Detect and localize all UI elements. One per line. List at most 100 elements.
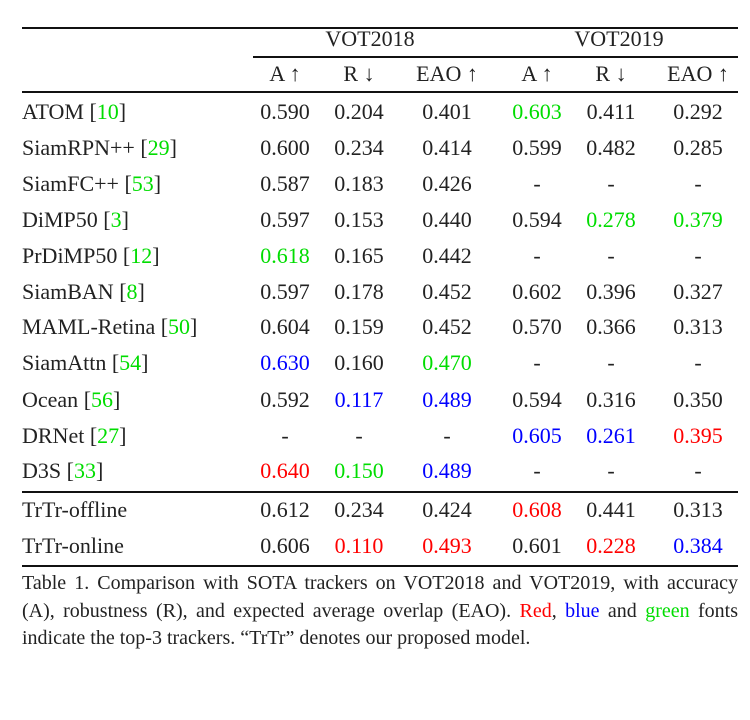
table-cell: 0.587	[260, 171, 310, 196]
table-cell: 0.411	[586, 99, 636, 124]
table-cell: -	[533, 350, 541, 375]
table-cell: 0.608	[512, 497, 562, 522]
citation-link[interactable]: 54	[119, 350, 142, 375]
tracker-label: MAML-Retina	[22, 314, 161, 339]
caption-text: and	[599, 599, 646, 622]
citation-link[interactable]: 56	[91, 387, 114, 412]
caption-blue-word: blue	[565, 599, 600, 622]
tracker-label: SiamAttn	[22, 350, 112, 375]
tracker-name: DRNet [27]	[22, 423, 126, 449]
tracker-label: SiamRPN++	[22, 135, 141, 160]
table-cell: 0.590	[260, 99, 310, 124]
table-cell: -	[533, 458, 541, 483]
tracker-name: TrTr-online	[22, 533, 124, 559]
caption-text: Table 1. Comparison with SOTA trackers o…	[22, 572, 738, 622]
table-cell: 0.601	[512, 533, 562, 558]
table-cell: 0.452	[422, 314, 472, 339]
citation-link[interactable]: 27	[97, 423, 120, 448]
table-cell: 0.395	[673, 423, 723, 448]
table-cell: 0.396	[586, 279, 636, 304]
table-cell: 0.493	[422, 533, 472, 558]
top-rule	[22, 27, 738, 29]
citation-link[interactable]: 12	[130, 243, 153, 268]
mid-rule	[22, 491, 738, 493]
table-cell: 0.603	[512, 99, 562, 124]
citation-link[interactable]: 10	[96, 99, 119, 124]
table-cell: 0.350	[673, 387, 723, 412]
tracker-name: SiamFC++ [53]	[22, 171, 161, 197]
table-cell: 0.482	[586, 135, 636, 160]
table-cell: 0.426	[422, 171, 472, 196]
table-cell: 0.470	[422, 350, 472, 375]
table-cell: 0.234	[334, 497, 384, 522]
tracker-name: PrDiMP50 [12]	[22, 243, 160, 269]
table-cell: 0.292	[673, 99, 723, 124]
bottom-rule	[22, 565, 738, 567]
table-cell: 0.366	[586, 314, 636, 339]
table-cell: 0.153	[334, 207, 384, 232]
group-header-vot2018: VOT2018	[325, 26, 415, 51]
bracket: ]	[121, 207, 129, 232]
table-cell: 0.159	[334, 314, 384, 339]
tracker-name: ATOM [10]	[22, 99, 126, 125]
citation-link[interactable]: 8	[126, 279, 138, 304]
bracket: [	[160, 314, 169, 339]
table-cell: 0.165	[334, 243, 384, 268]
table-cell: 0.597	[260, 207, 310, 232]
tracker-label: TrTr-online	[22, 533, 124, 558]
table-cell: 0.630	[260, 350, 310, 375]
table-cell: 0.640	[260, 458, 310, 483]
tracker-name: MAML-Retina [50]	[22, 314, 197, 340]
bracket: [	[111, 350, 120, 375]
table-cell: 0.204	[334, 99, 384, 124]
table-cell: 0.570	[512, 314, 562, 339]
table-cell: 0.606	[260, 533, 310, 558]
tracker-label: DRNet	[22, 423, 90, 448]
citation-link[interactable]: 29	[147, 135, 170, 160]
table-cell: 0.379	[673, 207, 723, 232]
table-cell: 0.313	[673, 314, 723, 339]
table-cell: 0.278	[586, 207, 636, 232]
table-cell: 0.440	[422, 207, 472, 232]
tracker-name: SiamRPN++ [29]	[22, 135, 177, 161]
tracker-label: PrDiMP50	[22, 243, 123, 268]
tracker-name: SiamAttn [54]	[22, 350, 149, 376]
table-cell: 0.597	[260, 279, 310, 304]
citation-link[interactable]: 3	[110, 207, 122, 232]
tracker-label: ATOM	[22, 99, 90, 124]
table-cell: 0.316	[586, 387, 636, 412]
table-cell: -	[607, 171, 615, 196]
caption-text: fonts indicate the top-3 trackers. “TrTr…	[22, 599, 738, 650]
table-cell: 0.592	[260, 387, 310, 412]
table-cell: 0.160	[334, 350, 384, 375]
table-cell: 0.594	[512, 207, 562, 232]
table-cell: 0.612	[260, 497, 310, 522]
table-cell: 0.183	[334, 171, 384, 196]
table-cell: -	[281, 423, 289, 448]
table-cell: 0.442	[422, 243, 472, 268]
bracket: [	[83, 387, 92, 412]
header-rule	[22, 91, 738, 93]
tracker-name: Ocean [56]	[22, 387, 120, 413]
group-rule	[253, 56, 738, 58]
tracker-name: D3S [33]	[22, 458, 103, 484]
table-cell: 0.599	[512, 135, 562, 160]
table-cell: 0.600	[260, 135, 310, 160]
table-cell: 0.414	[422, 135, 472, 160]
tracker-label: TrTr-offline	[22, 497, 128, 522]
table-cell: 0.150	[334, 458, 384, 483]
table-cell: -	[694, 243, 702, 268]
bracket: [	[122, 243, 131, 268]
table-cell: -	[355, 423, 363, 448]
table-caption: Table 1. Comparison with SOTA trackers o…	[22, 570, 738, 653]
table-cell: 0.234	[334, 135, 384, 160]
table-cell: -	[607, 458, 615, 483]
bracket: ]	[190, 314, 198, 339]
citation-link[interactable]: 33	[73, 458, 96, 483]
bracket: ]	[118, 99, 127, 124]
citation-link[interactable]: 50	[168, 314, 191, 339]
citation-link[interactable]: 53	[131, 171, 154, 196]
tracker-name: DiMP50 [3]	[22, 207, 129, 233]
caption-text: ,	[551, 599, 566, 622]
table-cell: -	[607, 243, 615, 268]
